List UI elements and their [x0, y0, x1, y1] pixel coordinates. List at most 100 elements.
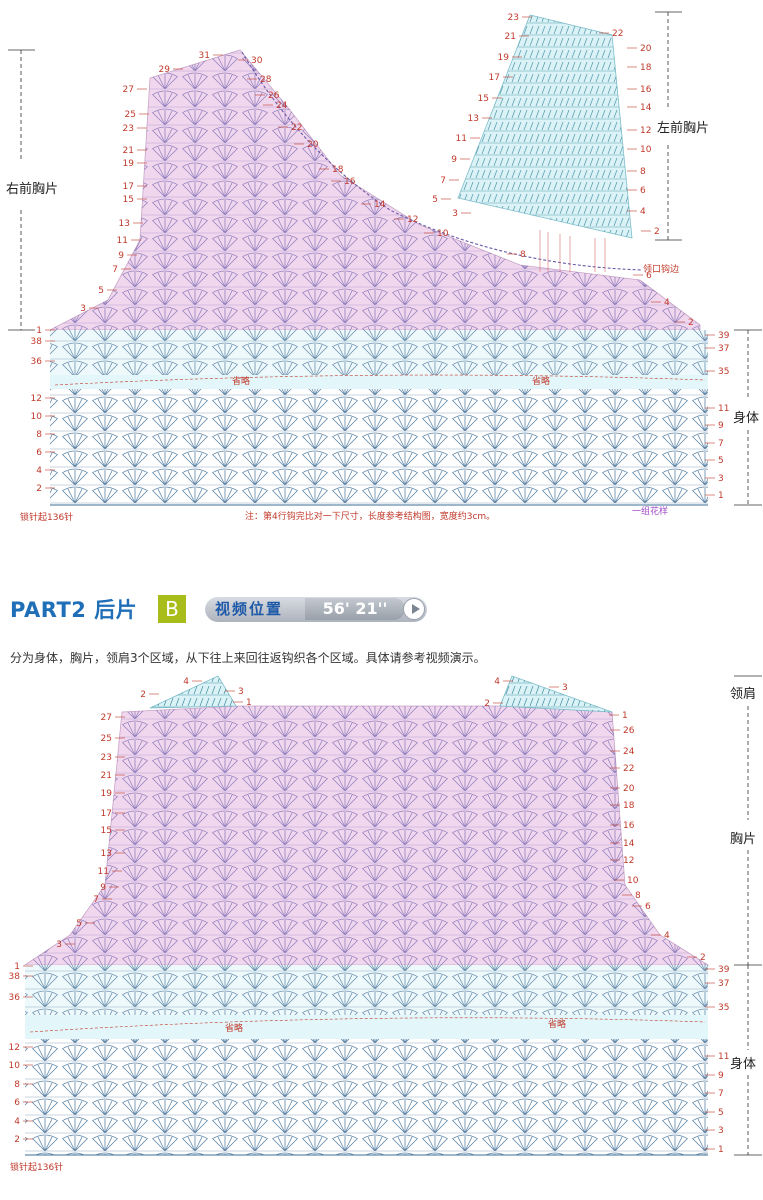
row-number: 22	[623, 764, 634, 774]
row-number: 2	[140, 690, 146, 700]
front-body-label: 身体	[733, 410, 759, 426]
row-number: 9	[451, 155, 457, 165]
row-number: 10	[640, 145, 652, 155]
row-number: 7	[718, 1089, 724, 1099]
row-number: 5	[718, 1108, 724, 1118]
row-number: 9	[718, 421, 724, 431]
row-number: 4	[494, 677, 500, 687]
front-start-label: 锁针起136针	[20, 511, 73, 523]
row-number: 7	[440, 176, 446, 186]
row-number: 7	[93, 895, 99, 905]
row-number: 10	[437, 229, 449, 239]
back-body-label: 身体	[730, 1056, 756, 1072]
row-number: 2	[484, 699, 490, 709]
row-number: 3	[718, 1126, 724, 1136]
row-number: 19	[101, 789, 113, 799]
video-position-button[interactable]: 视频位置 56' 21''	[205, 596, 427, 622]
row-number: 3	[452, 209, 458, 219]
row-number: 2	[36, 484, 42, 494]
row-number: 2	[14, 1135, 20, 1145]
row-number: 9	[718, 1071, 724, 1081]
row-number: 16	[344, 177, 356, 187]
row-number: 14	[640, 103, 652, 113]
row-number: 6	[646, 271, 652, 281]
row-number: 14	[623, 839, 635, 849]
row-number: 38	[9, 972, 21, 982]
row-number: 4	[664, 298, 670, 308]
row-number: 11	[718, 1052, 729, 1062]
row-number: 12	[407, 215, 418, 225]
back-omitted-band	[25, 1015, 708, 1039]
row-number: 19	[123, 159, 135, 169]
row-number: 29	[159, 65, 171, 75]
row-number: 1	[14, 962, 20, 972]
row-number: 13	[101, 849, 112, 859]
row-number: 21	[123, 146, 134, 156]
row-number: 2	[654, 227, 660, 237]
back-omit-left: 省略	[225, 1022, 243, 1034]
row-number: 4	[640, 207, 646, 217]
row-number: 5	[432, 195, 438, 205]
row-number: 11	[98, 867, 109, 877]
row-number: 21	[505, 32, 516, 42]
row-number: 24	[623, 747, 635, 757]
row-number: 12	[623, 856, 634, 866]
row-number: 9	[100, 883, 106, 893]
row-number: 6	[640, 186, 646, 196]
pattern-repeat-label: 一组花样	[632, 505, 668, 517]
connecting-chains	[539, 230, 606, 272]
row-number: 4	[183, 677, 189, 687]
row-number: 22	[612, 29, 623, 39]
front-row-numbers: 3129272523211917151311975313028262422201…	[31, 13, 730, 501]
row-number: 7	[718, 439, 724, 449]
row-number: 13	[468, 114, 479, 124]
row-number: 3	[238, 687, 244, 697]
front-omitted-band	[50, 375, 708, 389]
row-number: 38	[31, 337, 43, 347]
row-number: 1	[622, 711, 628, 721]
row-number: 18	[640, 63, 652, 73]
row-number: 15	[101, 826, 112, 836]
row-number: 13	[119, 219, 130, 229]
row-number: 19	[498, 53, 510, 63]
row-number: 16	[623, 821, 635, 831]
row-number: 39	[718, 331, 730, 341]
row-number: 30	[251, 56, 263, 66]
row-number: 4	[664, 931, 670, 941]
row-number: 12	[9, 1043, 20, 1053]
row-number: 7	[112, 265, 118, 275]
row-number: 2	[688, 318, 694, 328]
row-number: 1	[718, 491, 724, 501]
row-number: 8	[14, 1080, 20, 1090]
row-number: 35	[718, 1003, 729, 1013]
part-description: 分为身体，胸片，领肩3个区域，从下往上来回往返钩织各个区域。具体请参考视频演示。	[10, 651, 486, 665]
row-number: 28	[260, 75, 272, 85]
part-title: PART2 后片	[10, 598, 138, 622]
row-number: 3	[562, 683, 568, 693]
back-chest-label: 胸片	[730, 832, 756, 847]
row-number: 23	[101, 753, 112, 763]
back-omit-right: 省略	[548, 1018, 566, 1030]
row-number: 26	[268, 91, 280, 101]
row-number: 31	[199, 51, 210, 61]
row-number: 20	[640, 44, 652, 54]
row-number: 11	[456, 134, 467, 144]
row-number: 1	[246, 698, 252, 708]
front-note: 注：第4行钩完比对一下尺寸，长度参考结构图，宽度约3cm。	[245, 510, 495, 522]
row-number: 2	[700, 953, 706, 963]
row-number: 10	[627, 876, 639, 886]
row-number: 10	[31, 412, 43, 422]
row-number: 6	[36, 448, 42, 458]
row-number: 8	[36, 430, 42, 440]
right-front-chest-label: 右前胸片	[6, 181, 58, 197]
row-number: 23	[508, 13, 519, 23]
row-number: 21	[101, 771, 112, 781]
row-number: 6	[645, 902, 651, 912]
row-number: 4	[14, 1117, 20, 1127]
row-number: 36	[9, 993, 21, 1003]
left-front-chest-label: 左前胸片	[657, 120, 709, 136]
row-number: 23	[123, 124, 134, 134]
play-icon[interactable]	[403, 598, 425, 620]
row-number: 12	[31, 394, 42, 404]
